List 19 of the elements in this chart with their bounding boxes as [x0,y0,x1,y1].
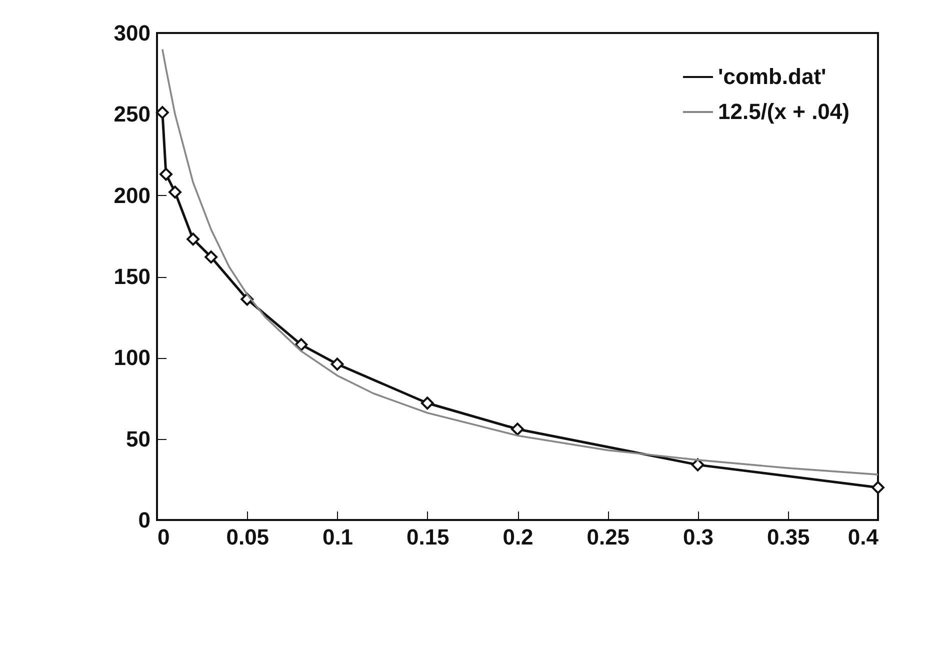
legend-label: 12.5/(x + .04) [718,99,850,124]
y-tick-label: 0 [138,508,150,532]
y-tick-label: 50 [126,426,150,452]
x-tick-label: 0.35 [766,524,810,550]
x-tick-label: 0.1 [322,524,354,550]
y-tick-label: 100 [114,345,150,370]
x-tick-label: 0.05 [226,524,270,550]
x-tick-label: 0.3 [682,524,714,550]
legend-label: 'comb.dat' [718,64,826,89]
y-tick-label: 300 [114,20,150,46]
x-tick-label: 0.2 [502,524,534,550]
x-tick-label: 0.15 [406,524,450,550]
x-tick-label: 0 [158,524,170,550]
x-tick-label: 0.25 [586,524,630,550]
y-tick-label: 150 [114,264,150,289]
y-tick-label: 200 [114,182,150,208]
y-tick-label: 250 [114,102,150,127]
line-series [162,48,879,476]
x-tick-label: 0.4 [848,524,880,550]
